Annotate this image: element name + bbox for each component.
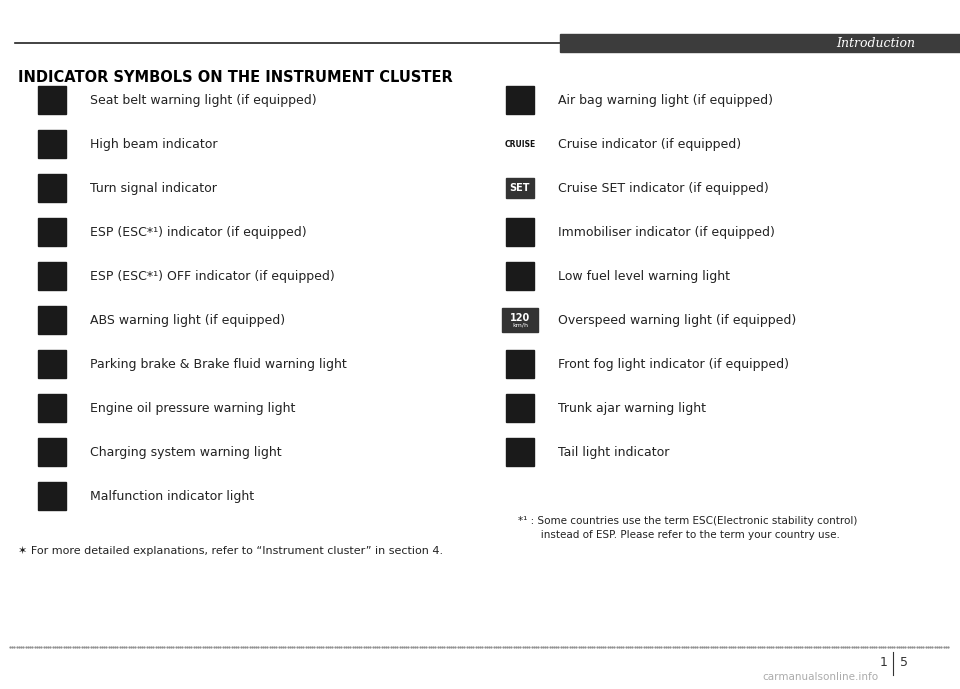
Bar <box>506 350 534 378</box>
Bar <box>38 306 66 334</box>
Text: carmanualsonline.info: carmanualsonline.info <box>762 672 878 682</box>
Text: Malfunction indicator light: Malfunction indicator light <box>90 489 254 502</box>
Text: instead of ESP. Please refer to the term your country use.: instead of ESP. Please refer to the term… <box>518 530 840 540</box>
Text: *¹ : Some countries use the term ESC(Electronic stability control): *¹ : Some countries use the term ESC(Ele… <box>518 516 857 526</box>
Bar <box>506 394 534 422</box>
Text: 5: 5 <box>900 657 908 670</box>
Bar <box>560 34 960 52</box>
Text: Low fuel level warning light: Low fuel level warning light <box>558 269 730 282</box>
Bar <box>38 350 66 378</box>
Bar <box>38 218 66 246</box>
Text: ESP (ESC*¹) indicator (if equipped): ESP (ESC*¹) indicator (if equipped) <box>90 225 306 238</box>
Bar <box>38 174 66 202</box>
Text: km/h: km/h <box>512 322 528 327</box>
Text: Immobiliser indicator (if equipped): Immobiliser indicator (if equipped) <box>558 225 775 238</box>
Bar <box>38 482 66 510</box>
Text: Charging system warning light: Charging system warning light <box>90 446 281 458</box>
Text: 120: 120 <box>510 313 530 323</box>
Bar <box>506 262 534 290</box>
Bar <box>38 394 66 422</box>
Text: Cruise indicator (if equipped): Cruise indicator (if equipped) <box>558 138 741 150</box>
Text: Trunk ajar warning light: Trunk ajar warning light <box>558 402 706 415</box>
Text: Overspeed warning light (if equipped): Overspeed warning light (if equipped) <box>558 313 796 327</box>
Text: Engine oil pressure warning light: Engine oil pressure warning light <box>90 402 296 415</box>
Text: ABS warning light (if equipped): ABS warning light (if equipped) <box>90 313 285 327</box>
Text: Cruise SET indicator (if equipped): Cruise SET indicator (if equipped) <box>558 181 769 194</box>
Text: CRUISE: CRUISE <box>504 139 536 149</box>
Bar <box>502 134 538 154</box>
Bar <box>38 130 66 158</box>
Text: High beam indicator: High beam indicator <box>90 138 218 150</box>
Text: SET: SET <box>510 183 530 193</box>
Text: Turn signal indicator: Turn signal indicator <box>90 181 217 194</box>
Bar <box>38 262 66 290</box>
Text: ✶ For more detailed explanations, refer to “Instrument cluster” in section 4.: ✶ For more detailed explanations, refer … <box>18 546 444 556</box>
Bar <box>38 438 66 466</box>
Bar <box>506 178 534 198</box>
Bar <box>506 438 534 466</box>
Text: Air bag warning light (if equipped): Air bag warning light (if equipped) <box>558 94 773 107</box>
Bar <box>38 86 66 114</box>
Text: Tail light indicator: Tail light indicator <box>558 446 669 458</box>
Text: INDICATOR SYMBOLS ON THE INSTRUMENT CLUSTER: INDICATOR SYMBOLS ON THE INSTRUMENT CLUS… <box>18 70 453 85</box>
Bar <box>506 218 534 246</box>
Text: Parking brake & Brake fluid warning light: Parking brake & Brake fluid warning ligh… <box>90 358 347 371</box>
Bar <box>506 86 534 114</box>
Bar <box>502 308 538 332</box>
Text: Introduction: Introduction <box>836 37 915 50</box>
Text: 1: 1 <box>880 657 888 670</box>
Text: Front fog light indicator (if equipped): Front fog light indicator (if equipped) <box>558 358 789 371</box>
Text: ESP (ESC*¹) OFF indicator (if equipped): ESP (ESC*¹) OFF indicator (if equipped) <box>90 269 335 282</box>
Text: Seat belt warning light (if equipped): Seat belt warning light (if equipped) <box>90 94 317 107</box>
